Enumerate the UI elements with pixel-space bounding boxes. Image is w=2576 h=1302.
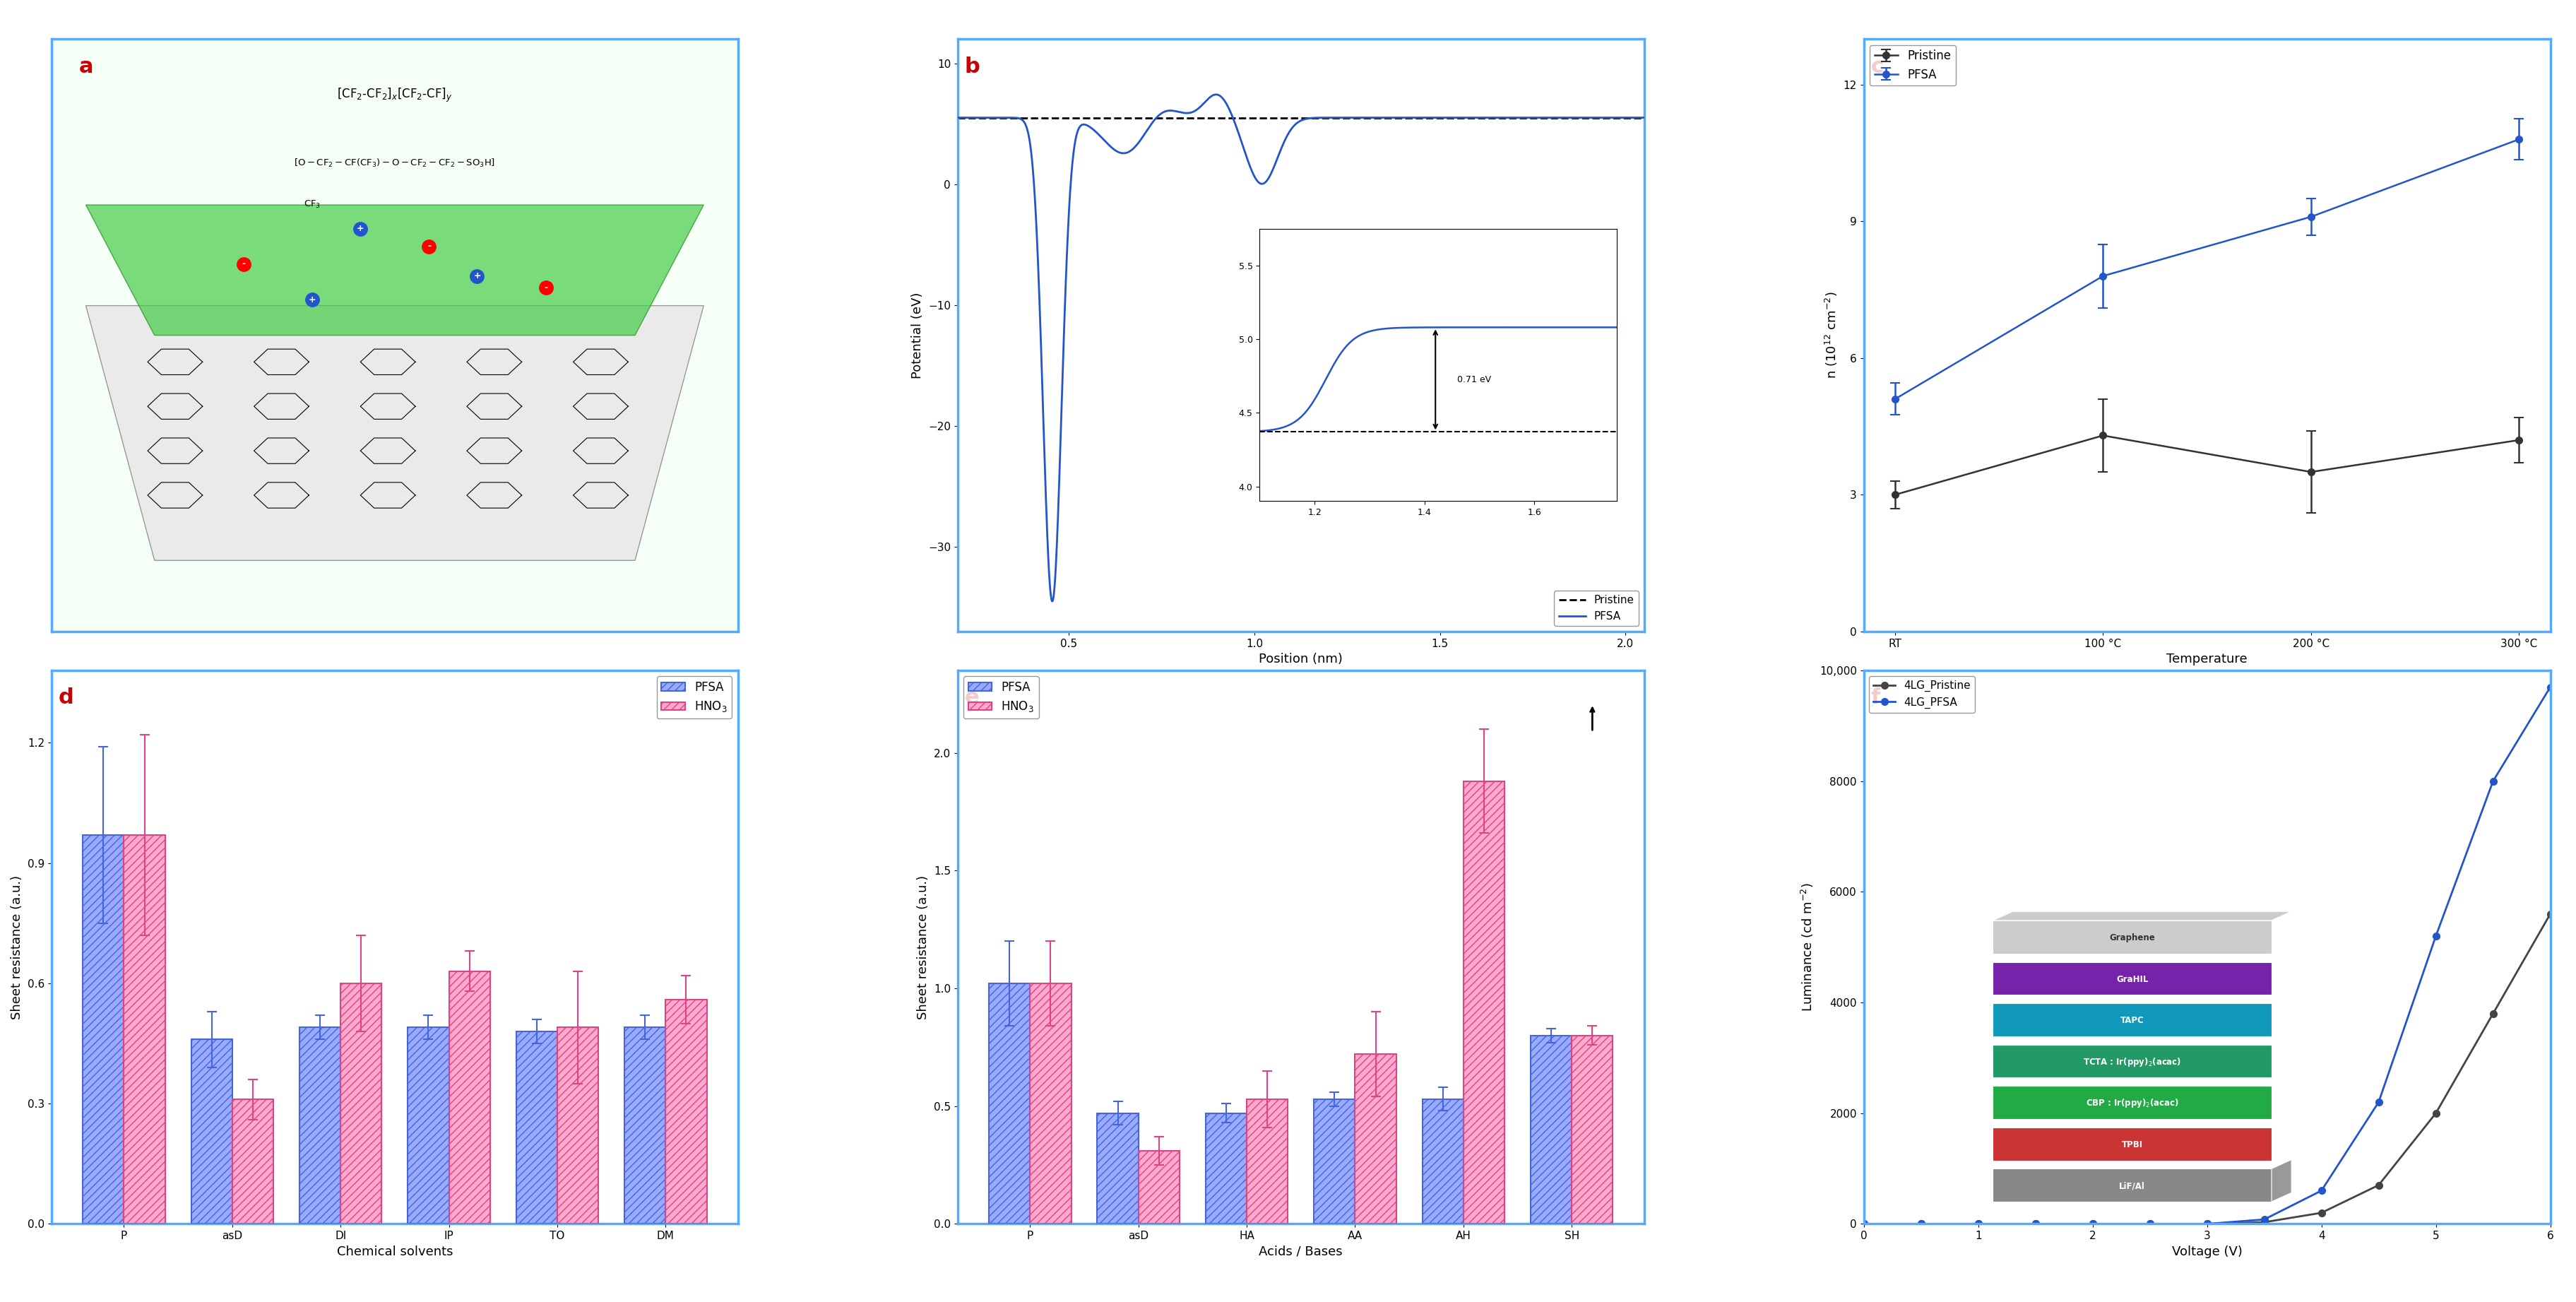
4LG_Pristine (2020, 1216, 2050, 1232)
4LG_PFSA (2535, 680, 2566, 695)
Line: 4LG_Pristine: 4LG_Pristine (1860, 910, 2553, 1228)
4LG_PFSA (2249, 1212, 2280, 1228)
4LG_Pristine (2362, 1177, 2393, 1193)
Text: -: - (428, 242, 430, 251)
4LG_Pristine (2421, 1105, 2452, 1121)
4LG_PFSA (1850, 1216, 1880, 1232)
4LG_Pristine (2136, 1216, 2166, 1232)
Line: 4LG_PFSA: 4LG_PFSA (1860, 684, 2553, 1228)
4LG_PFSA (2136, 1216, 2166, 1232)
X-axis label: Temperature: Temperature (2166, 652, 2246, 665)
Bar (1097, 1113, 1139, 1224)
Legend: 4LG_Pristine, 4LG_PFSA: 4LG_Pristine, 4LG_PFSA (1870, 676, 1976, 713)
Legend: Pristine, PFSA: Pristine, PFSA (1553, 591, 1638, 626)
Text: $[\mathrm{O-CF_2-CF(CF_3)-O-CF_2-CF_2-SO_3H}]$: $[\mathrm{O-CF_2-CF(CF_3)-O-CF_2-CF_2-SO… (294, 158, 495, 169)
Text: f: f (1870, 687, 1880, 707)
Text: -: - (544, 284, 549, 293)
4LG_Pristine (1906, 1216, 1937, 1232)
Bar (124, 835, 165, 1224)
Bar (1247, 1099, 1288, 1224)
Text: d: d (59, 687, 75, 707)
Text: -: - (242, 259, 245, 268)
Text: $[\mathrm{CF_2}$-$\mathrm{CF_2}]_x[\mathrm{CF_2}$-$\mathrm{CF}]_y$: $[\mathrm{CF_2}$-$\mathrm{CF_2}]_x[\math… (337, 86, 453, 104)
Bar (665, 1000, 706, 1224)
Text: b: b (963, 57, 979, 77)
4LG_PFSA (1906, 1216, 1937, 1232)
4LG_Pristine (2249, 1215, 2280, 1230)
Text: c: c (1870, 57, 1883, 77)
Bar (82, 835, 124, 1224)
Text: +: + (309, 296, 317, 305)
Bar (1030, 984, 1072, 1224)
Bar (623, 1027, 665, 1224)
4LG_PFSA (1963, 1216, 1994, 1232)
Bar (556, 1027, 598, 1224)
4LG_PFSA (2306, 1182, 2336, 1198)
Bar (1314, 1099, 1355, 1224)
X-axis label: Position (nm): Position (nm) (1260, 652, 1342, 665)
Bar (1463, 781, 1504, 1224)
4LG_PFSA (2020, 1216, 2050, 1232)
Polygon shape (85, 204, 703, 335)
Bar (448, 971, 489, 1224)
Bar (191, 1039, 232, 1224)
Y-axis label: Sheet resistance (a.u.): Sheet resistance (a.u.) (10, 875, 23, 1019)
Text: $\mathrm{CF_3}$: $\mathrm{CF_3}$ (304, 199, 322, 210)
4LG_Pristine (1850, 1216, 1880, 1232)
Text: a: a (80, 57, 93, 77)
4LG_PFSA (2421, 928, 2452, 944)
Legend: PFSA, HNO$_3$: PFSA, HNO$_3$ (963, 677, 1038, 719)
4LG_PFSA (2192, 1216, 2223, 1232)
4LG_Pristine (2076, 1216, 2107, 1232)
Bar (1571, 1035, 1613, 1224)
Polygon shape (85, 306, 703, 560)
4LG_PFSA (2478, 773, 2509, 789)
Bar (299, 1027, 340, 1224)
Legend: Pristine, PFSA: Pristine, PFSA (1870, 46, 1955, 86)
Legend: PFSA, HNO$_3$: PFSA, HNO$_3$ (657, 677, 732, 719)
4LG_Pristine (2306, 1206, 2336, 1221)
Text: +: + (474, 271, 482, 281)
Y-axis label: Potential (eV): Potential (eV) (912, 292, 925, 379)
Bar (515, 1031, 556, 1224)
4LG_PFSA (2076, 1216, 2107, 1232)
Bar (232, 1100, 273, 1224)
X-axis label: Acids / Bases: Acids / Bases (1260, 1245, 1342, 1258)
4LG_PFSA (2362, 1094, 2393, 1109)
Bar (1355, 1055, 1396, 1224)
4LG_Pristine (1963, 1216, 1994, 1232)
Text: e: e (963, 687, 979, 707)
Bar (407, 1027, 448, 1224)
Text: +: + (355, 224, 363, 233)
Bar (1139, 1151, 1180, 1224)
Bar (1206, 1113, 1247, 1224)
4LG_Pristine (2535, 906, 2566, 922)
Bar (989, 984, 1030, 1224)
Bar (340, 983, 381, 1224)
X-axis label: Chemical solvents: Chemical solvents (337, 1245, 453, 1258)
X-axis label: Voltage (V): Voltage (V) (2172, 1245, 2241, 1258)
4LG_Pristine (2192, 1216, 2223, 1232)
Bar (1422, 1099, 1463, 1224)
Y-axis label: Sheet resistance (a.u.): Sheet resistance (a.u.) (917, 875, 930, 1019)
Y-axis label: n (10$^{12}$ cm$^{-2}$): n (10$^{12}$ cm$^{-2}$) (1824, 292, 1839, 379)
Bar (1530, 1035, 1571, 1224)
4LG_Pristine (2478, 1005, 2509, 1021)
Y-axis label: Luminance (cd m$^{-2}$): Luminance (cd m$^{-2}$) (1801, 883, 1816, 1012)
